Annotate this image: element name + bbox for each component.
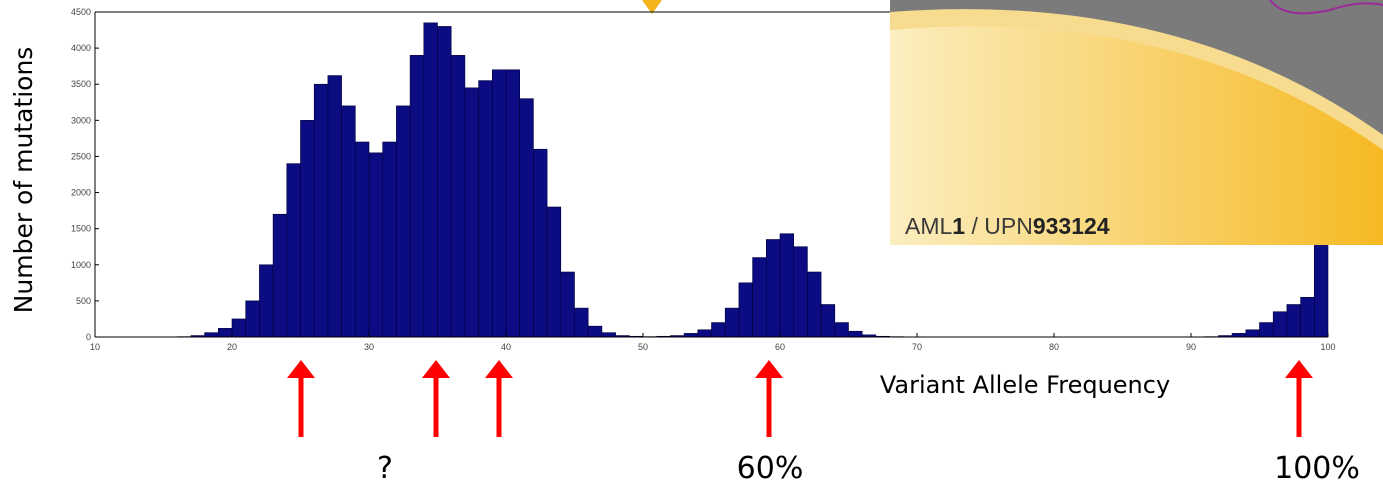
- bar: [218, 328, 233, 338]
- bar: [272, 213, 288, 338]
- x-tick-label: 80: [1049, 342, 1059, 352]
- y-tick-label: 3000: [71, 115, 91, 125]
- inset: AML1 / UPN933124: [890, 0, 1383, 246]
- bar: [450, 55, 466, 338]
- bar: [779, 233, 794, 338]
- bar: [437, 26, 452, 338]
- inset-text: / UPN: [965, 213, 1033, 239]
- bar: [300, 120, 315, 338]
- bar: [683, 333, 699, 338]
- bar: [848, 330, 863, 338]
- bar: [1259, 322, 1274, 338]
- x-tick-label: 40: [501, 342, 511, 352]
- inset-text: 1: [952, 213, 965, 239]
- bar: [1231, 333, 1247, 338]
- bar: [464, 87, 479, 338]
- x-tick-label: 90: [1186, 342, 1196, 352]
- inset-text: 933124: [1033, 213, 1110, 239]
- x-tick-label: 20: [227, 342, 237, 352]
- y-tick-label: 3500: [71, 79, 91, 89]
- x-tick-label: 50: [638, 342, 648, 352]
- bar: [382, 141, 397, 338]
- bar: [478, 80, 493, 338]
- plot-area: 0 500 1000 1500 2000 2500 3000 3500 4000 4500 10 20…: [71, 7, 1336, 352]
- bar: [546, 206, 562, 338]
- x-tick-label: 100: [1320, 342, 1335, 352]
- y-tick-label: 4000: [71, 43, 91, 53]
- bar: [711, 322, 726, 338]
- bar: [1286, 304, 1301, 338]
- bar: [423, 22, 438, 338]
- x-axis-label: Variant Allele Frequency: [880, 371, 1170, 399]
- bar: [286, 163, 301, 338]
- bar: [587, 325, 603, 338]
- bar: [738, 282, 753, 338]
- bar: [724, 307, 740, 338]
- y-tick-label: 1000: [71, 260, 91, 270]
- x-tick-label: 30: [364, 342, 374, 352]
- bar: [533, 148, 548, 338]
- y-tick-label: 2500: [71, 151, 91, 161]
- bar: [834, 322, 849, 338]
- bar: [231, 318, 246, 338]
- bar: [313, 83, 329, 338]
- bar: [204, 332, 219, 338]
- bar: [505, 69, 520, 338]
- bar: [1245, 329, 1260, 338]
- y-tick-label: 0: [86, 332, 91, 342]
- y-tick-label: 2000: [71, 188, 91, 198]
- bar: [354, 141, 370, 338]
- bar: [519, 98, 534, 338]
- y-tick-label: 1500: [71, 224, 91, 234]
- annotation: 60%: [737, 451, 804, 486]
- y-tick-label: 500: [76, 296, 91, 306]
- bar: [245, 300, 260, 338]
- bar: [1300, 296, 1315, 338]
- bar: [1272, 311, 1288, 338]
- bar: [259, 264, 274, 338]
- bar: [820, 304, 836, 338]
- svg-text:AML1 / UPN933124: AML1 / UPN933124: [905, 213, 1110, 239]
- bar: [409, 55, 425, 338]
- bar: [601, 332, 616, 338]
- annotation: ?: [377, 451, 393, 486]
- x-tick-label: 70: [912, 342, 922, 352]
- bar: [752, 257, 767, 338]
- bar: [807, 271, 822, 338]
- x-tick-label: 60: [775, 342, 785, 352]
- bar: [396, 105, 411, 338]
- bar: [793, 246, 808, 338]
- marker-triangle: [642, 0, 662, 14]
- arrows: [287, 360, 1313, 437]
- bar: [574, 307, 589, 338]
- bar: [327, 75, 342, 338]
- bar: [765, 239, 781, 338]
- y-tick-label: 4500: [71, 7, 91, 17]
- bar: [341, 105, 356, 338]
- annotation: 100%: [1274, 451, 1360, 486]
- bar: [697, 329, 712, 338]
- inset-text: AML: [905, 213, 953, 239]
- x-tick-label: 10: [90, 342, 100, 352]
- y-axis-label: Number of mutations: [9, 47, 38, 314]
- bar: [368, 152, 383, 338]
- bar: [560, 271, 575, 338]
- bar: [491, 69, 507, 338]
